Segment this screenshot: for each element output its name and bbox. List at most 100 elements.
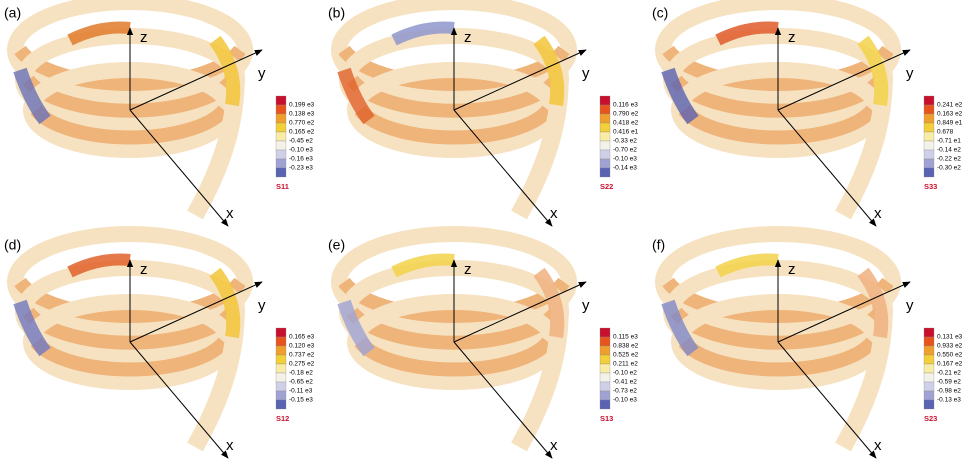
panel-label: (c)	[652, 5, 668, 21]
panel: z y x (d) 0.165 e3 0.120 e3 0.737 e2 0.275 e2 -0…	[4, 226, 315, 459]
legend-swatch	[275, 167, 287, 178]
stress-patch	[661, 299, 699, 357]
axis-y	[777, 49, 911, 111]
legend-swatch	[599, 336, 611, 347]
legend-label: -0.14 e2	[937, 147, 961, 154]
legend-swatch	[923, 149, 935, 160]
legend-label: 0.138 e3	[289, 111, 315, 118]
legend-swatch	[923, 345, 935, 356]
legend-label: -0.98 e2	[937, 388, 961, 395]
panel: z y x (f) 0.131 e3 0.933 e2 0.550 e2 0.167 e2 -0…	[652, 226, 963, 459]
axis-label: x	[226, 205, 234, 222]
axis-label: y	[258, 297, 266, 314]
legend-label: -0.10 e2	[613, 370, 637, 377]
legend-label: 0.199 e3	[289, 102, 315, 109]
axis-label: z	[788, 29, 796, 46]
legend-swatch	[275, 149, 287, 160]
legend-swatch	[599, 363, 611, 374]
axis-x	[129, 109, 229, 227]
axis-x	[129, 341, 229, 459]
stress-patch	[67, 21, 131, 46]
legend-swatch	[923, 390, 935, 401]
legend-label: 0.418 e2	[613, 120, 639, 127]
legend-swatch	[923, 104, 935, 115]
legend-label: 0.116 e3	[613, 102, 638, 109]
legend-label: -0.45 e2	[289, 138, 313, 145]
legend-label: 0.678	[937, 129, 954, 136]
legend-label: -0.22 e2	[937, 156, 961, 163]
panel: z y x (b) 0.116 e3 0.790 e2 0.418 e2 0.416 e1 -0…	[328, 0, 639, 227]
legend-title: S22	[600, 182, 613, 191]
legend-label: 0.838 e2	[613, 343, 639, 350]
legend-swatch	[599, 104, 611, 115]
axis-y	[777, 281, 911, 343]
legend-swatch	[599, 149, 611, 160]
legend-swatch	[599, 140, 611, 151]
coil-band	[30, 337, 230, 377]
legend-swatch	[599, 113, 611, 124]
legend-swatch	[923, 113, 935, 124]
legend-swatch	[599, 399, 611, 410]
legend-swatch	[923, 327, 935, 338]
legend-swatch	[275, 122, 287, 133]
legend-swatch	[923, 158, 935, 169]
legend-label: -0.10 e3	[613, 156, 637, 163]
stress-patch	[13, 67, 51, 125]
axis-label: x	[874, 205, 882, 222]
legend-label: 0.849 e1	[937, 120, 963, 127]
legend-label: -0.15 e3	[289, 397, 313, 404]
legend-label: 0.131 e3	[937, 334, 963, 341]
legend-title: S13	[600, 414, 613, 423]
panel-label: (d)	[4, 237, 21, 253]
legend-swatch	[923, 354, 935, 365]
stress-patch	[533, 267, 565, 339]
legend-title: S33	[924, 182, 937, 191]
legend-swatch	[275, 140, 287, 151]
axis-label: x	[226, 437, 234, 454]
stress-patch	[857, 267, 889, 339]
legend-swatch	[923, 140, 935, 151]
legend-swatch	[599, 327, 611, 338]
axis-label: x	[550, 437, 558, 454]
axis-label: y	[582, 65, 590, 82]
panel-label: (f)	[652, 237, 665, 253]
legend-label: -0.65 e2	[289, 379, 313, 386]
legend-title: S23	[924, 414, 937, 423]
legend-swatch	[275, 158, 287, 169]
legend-label: -0.14 e3	[613, 165, 637, 172]
stress-patch	[13, 299, 51, 357]
legend-label: 0.115 e3	[613, 334, 638, 341]
legend-swatch	[923, 95, 935, 106]
legend-swatch	[599, 167, 611, 178]
legend-swatch	[923, 122, 935, 133]
legend-label: 0.790 e2	[613, 111, 639, 118]
legend-swatch	[599, 95, 611, 106]
legend-swatch	[923, 399, 935, 410]
legend-label: -0.10 e3	[613, 397, 637, 404]
legend-label: -0.11 e3	[289, 388, 313, 395]
axis-y	[129, 281, 263, 343]
legend-swatch	[275, 336, 287, 347]
axis-y	[129, 49, 263, 111]
legend-swatch	[275, 363, 287, 374]
legend-label: -0.23 e3	[289, 165, 313, 172]
legend-label: 0.165 e2	[289, 129, 315, 136]
axis-label: x	[874, 437, 882, 454]
legend-swatch	[275, 131, 287, 142]
axis-x	[777, 109, 877, 227]
legend-label: 0.550 e2	[937, 352, 963, 359]
legend-label: -0.33 e2	[613, 138, 637, 145]
legend-swatch	[923, 131, 935, 142]
stress-patch	[391, 253, 455, 278]
panel: z y x (e) 0.115 e3 0.838 e2 0.525 e2 0.211 e2 -0…	[328, 226, 639, 459]
stress-patch	[661, 67, 699, 125]
legend-label: 0.165 e3	[289, 334, 315, 341]
legend-swatch	[599, 354, 611, 365]
legend-swatch	[275, 95, 287, 106]
panel-label: (e)	[328, 237, 345, 253]
legend-swatch	[599, 345, 611, 356]
axis-label: z	[140, 29, 148, 46]
stress-patch	[715, 253, 779, 278]
axis-label: y	[258, 65, 266, 82]
